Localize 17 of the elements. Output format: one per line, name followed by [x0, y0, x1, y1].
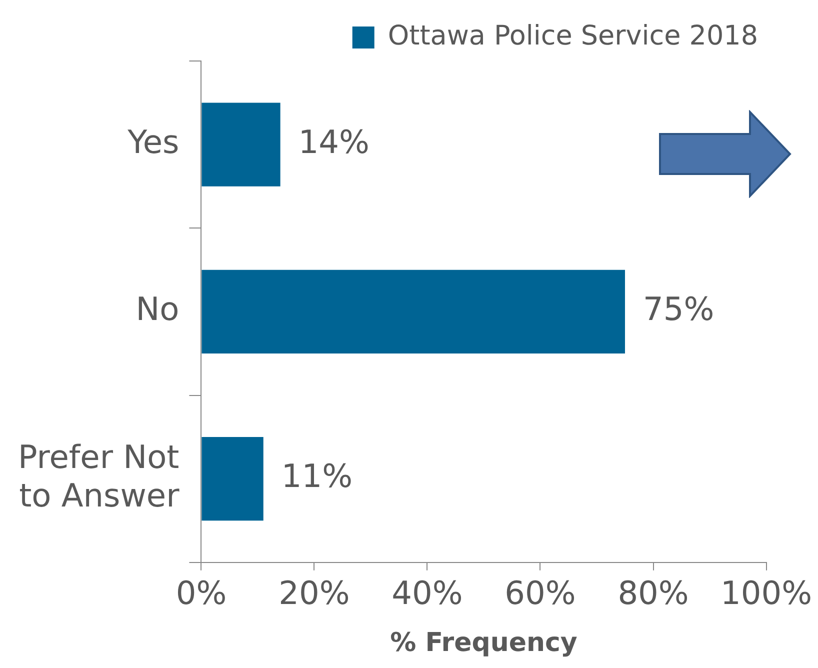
x-tick-label: 40% [392, 574, 463, 612]
x-tick-label: 80% [618, 574, 689, 612]
y-tick-label: Prefer Not to Answer [18, 438, 180, 514]
data-label: 75% [643, 290, 714, 328]
bar [202, 437, 264, 521]
x-tick-label: 60% [504, 574, 576, 612]
x-tick-label: 0% [176, 574, 227, 612]
data-label: 11% [281, 457, 352, 496]
legend-label: Ottawa Police Service 2018 [388, 20, 758, 52]
y-tick-label: No [136, 290, 180, 328]
bar [202, 270, 625, 354]
y-tick-label: Yes [126, 122, 180, 161]
x-tick-label: 20% [278, 574, 350, 612]
data-label: 14% [298, 122, 370, 161]
bar [202, 102, 280, 186]
x-axis-title: % Frequency [390, 628, 578, 658]
x-tick-label: 100% [720, 574, 812, 612]
